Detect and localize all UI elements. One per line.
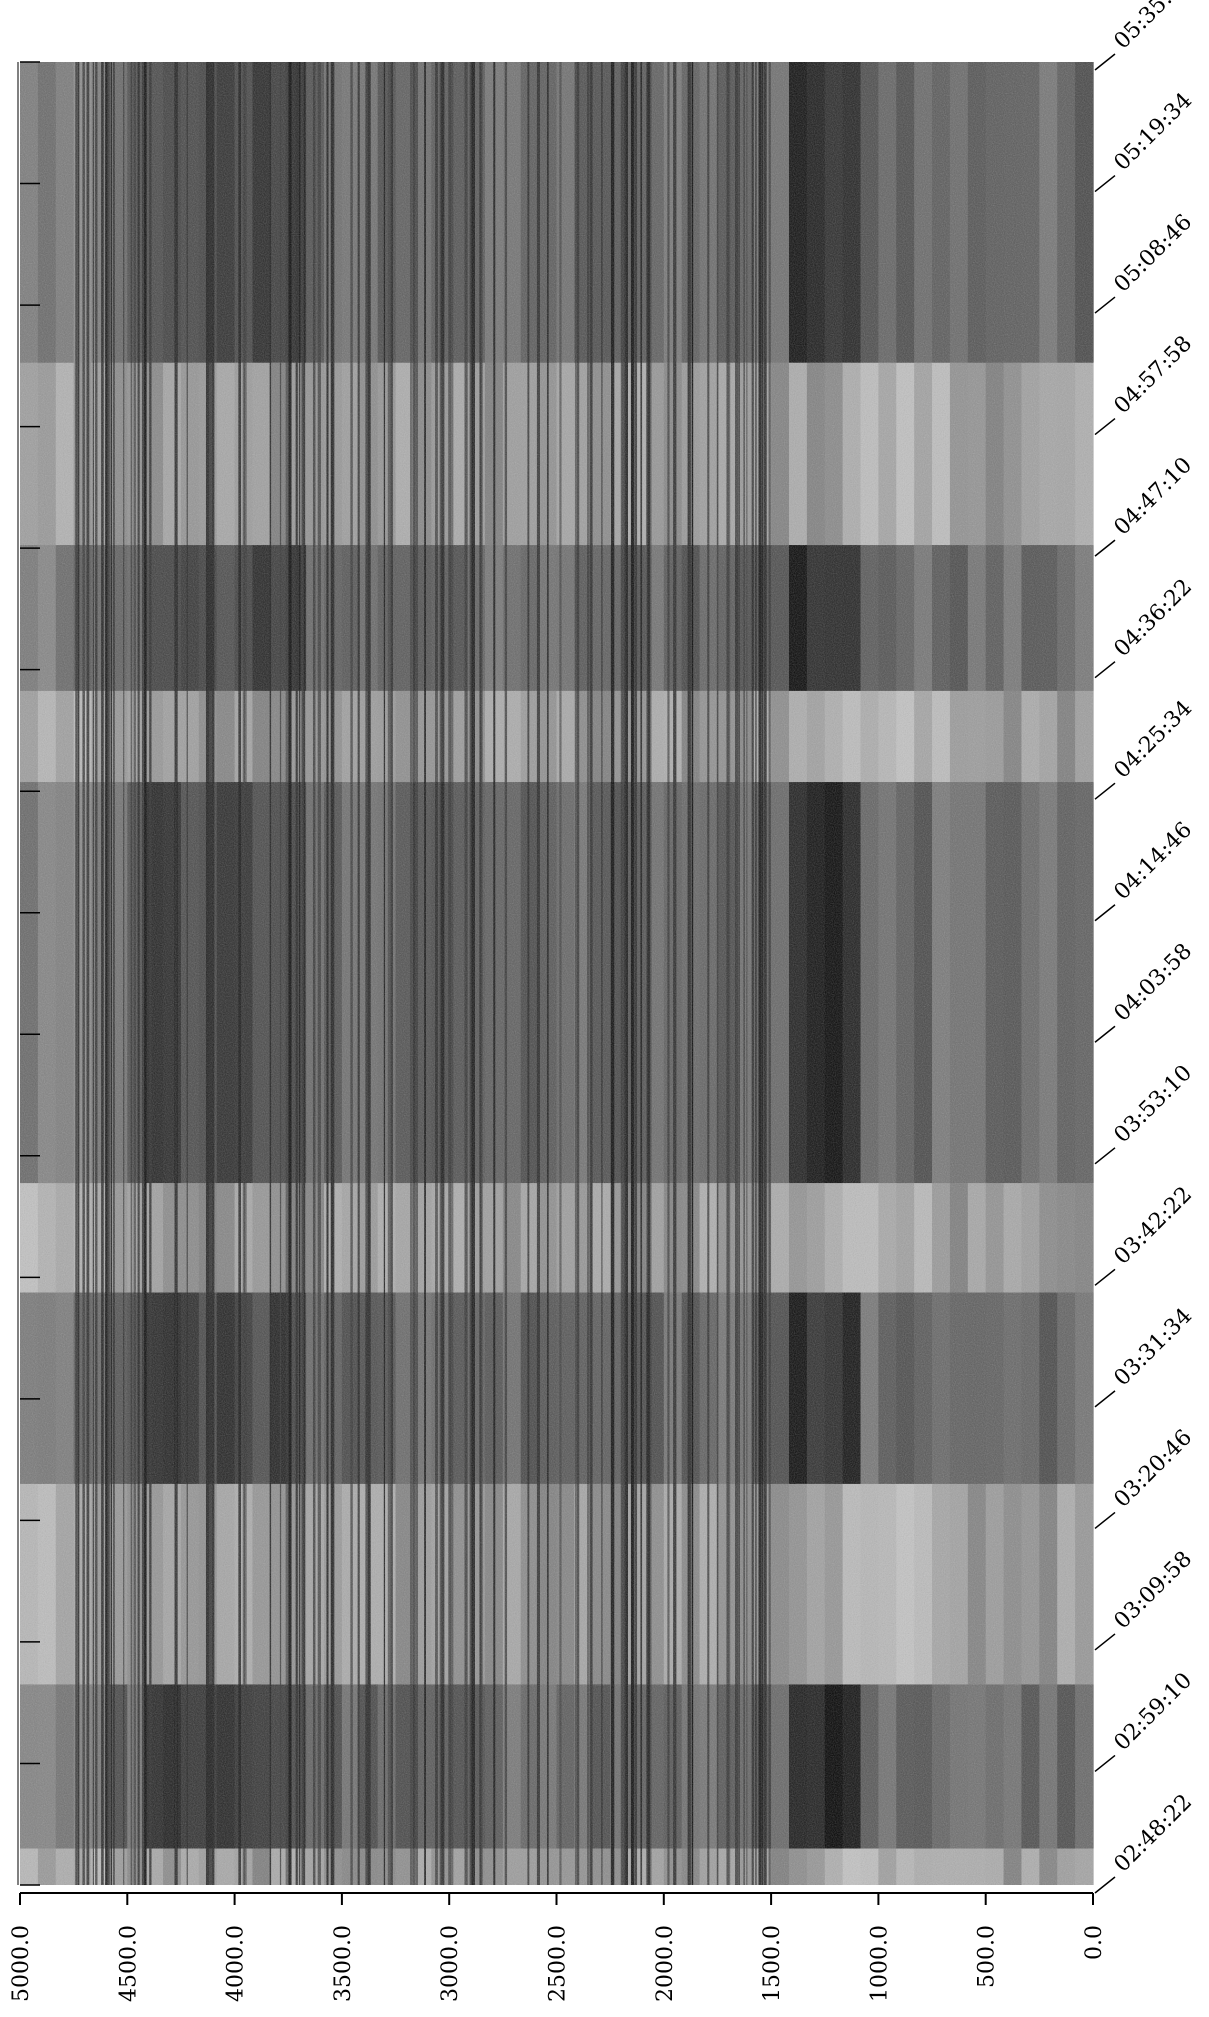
time-tick-label: 03:20:46	[1110, 1425, 1198, 1513]
time-tick-label: 05:08:46	[1110, 210, 1198, 298]
frequency-axis: 5000.0 4500.0 4000.0 3500.0 3000.0 2500.0 2000…	[9, 1892, 1107, 2002]
time-tick-label: 02:48:22	[1110, 1790, 1198, 1878]
time-tick-label: 04:14:46	[1110, 817, 1198, 905]
time-tick-mark	[1094, 1876, 1116, 1894]
frequency-tick-label: 4500.0	[116, 1925, 141, 2002]
frequency-tick-label: 2000.0	[653, 1925, 678, 2002]
time-tick-label: 05:35:35	[1110, 0, 1198, 54]
time-tick-label: 03:42:22	[1110, 1182, 1198, 1270]
spectrogram-plot-area	[20, 62, 1094, 1885]
time-tick-label: 03:53:10	[1110, 1060, 1198, 1148]
frequency-tick-label: 1000.0	[867, 1925, 892, 2002]
time-tick-mark	[1094, 1025, 1116, 1043]
time-tick-mark	[1094, 296, 1116, 314]
time-tick-label: 04:03:58	[1110, 939, 1198, 1027]
frequency-tick-label: 3500.0	[331, 1925, 356, 2002]
time-tick-mark	[1094, 1268, 1116, 1286]
time-tick-label: 03:31:34	[1110, 1304, 1198, 1392]
time-tick-label: 04:47:10	[1110, 453, 1198, 541]
frequency-tick-label: 4000.0	[224, 1925, 249, 2002]
time-tick-mark	[1094, 1147, 1116, 1165]
frequency-tick-label: 2500.0	[546, 1925, 571, 2002]
time-tick-mark	[1094, 1511, 1116, 1529]
time-tick-mark	[1094, 904, 1116, 922]
time-tick-mark	[1094, 174, 1116, 193]
frequency-tick-label: 500.0	[975, 1925, 1000, 1988]
time-tick-mark	[1094, 418, 1116, 436]
frequency-tick-label: 0.0	[1082, 1925, 1107, 1960]
time-tick-label: 04:25:34	[1110, 696, 1198, 784]
time-tick-label: 04:36:22	[1110, 574, 1198, 662]
time-tick-mark	[1094, 1633, 1116, 1651]
frequency-tick-label: 3000.0	[438, 1925, 463, 2002]
time-tick-mark	[1094, 539, 1116, 557]
time-tick-label: 05:19:34	[1110, 88, 1198, 176]
frequency-tick-label: 1500.0	[760, 1925, 785, 2002]
time-tick-mark	[1094, 1390, 1116, 1408]
time-tick-label: 03:09:58	[1110, 1547, 1198, 1635]
time-tick-mark	[1094, 661, 1116, 679]
time-tick-mark	[1094, 782, 1116, 800]
spectrogram-noise	[20, 62, 1093, 1885]
time-tick-label: 02:59:10	[1110, 1668, 1198, 1756]
time-tick-mark	[1094, 1754, 1116, 1773]
time-tick-mark	[1094, 53, 1116, 71]
time-tick-label: 04:57:58	[1110, 331, 1198, 419]
frequency-tick-label: 5000.0	[9, 1925, 34, 2002]
